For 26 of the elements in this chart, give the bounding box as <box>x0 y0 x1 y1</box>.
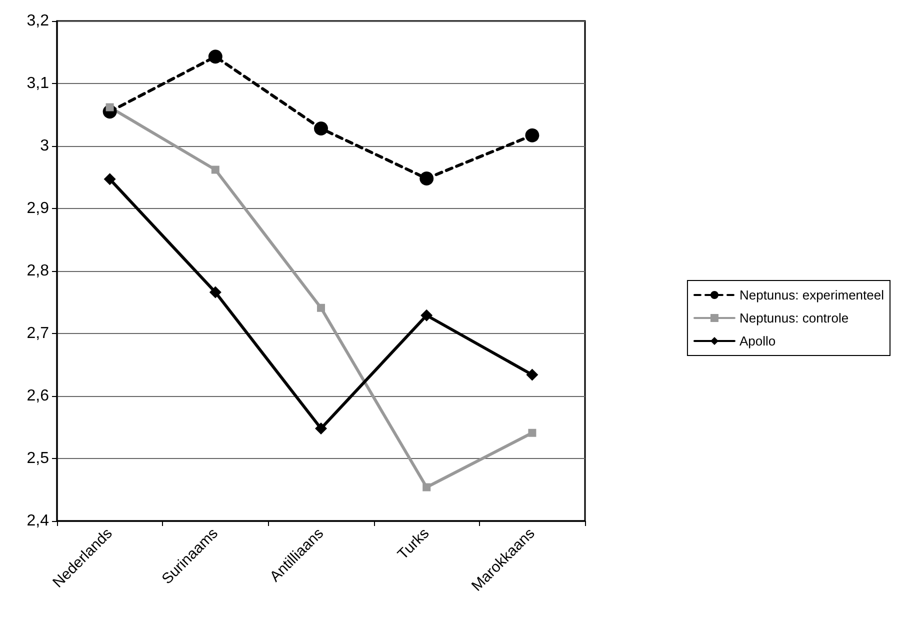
y-tick-label: 3,2 <box>26 12 50 30</box>
y-tick-label: 2,5 <box>26 450 50 467</box>
point <box>208 50 222 64</box>
y-tick-label: 2,7 <box>26 325 50 342</box>
point <box>526 368 538 381</box>
y-tick-label: 2,6 <box>26 388 50 404</box>
point <box>315 422 327 434</box>
point <box>209 286 222 298</box>
point <box>104 173 116 186</box>
y-tick-label: 3,1 <box>26 75 50 92</box>
point <box>317 304 325 312</box>
point <box>314 122 328 136</box>
y-tick-label: 2,9 <box>26 200 50 217</box>
point <box>525 128 540 142</box>
point <box>528 428 536 437</box>
point <box>211 166 220 174</box>
point <box>106 103 114 112</box>
point <box>420 172 434 186</box>
legend-label: Neptunus: controle <box>739 310 849 326</box>
y-tick-label: 3 <box>40 138 50 154</box>
legend-label: Apollo <box>739 334 776 348</box>
y-tick-label: 2,8 <box>26 262 50 280</box>
legend-label: Neptunus: experimenteel <box>739 288 884 302</box>
point <box>422 483 431 492</box>
y-tick-label: 2,4 <box>26 512 50 530</box>
point <box>420 309 433 322</box>
